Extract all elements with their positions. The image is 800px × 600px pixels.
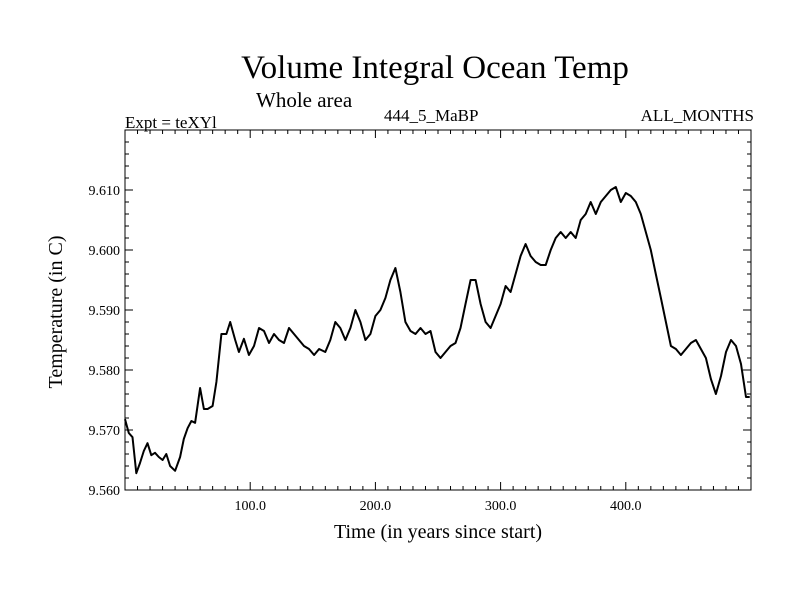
experiment-label: Expt = teXYl xyxy=(125,113,217,132)
y-tick-label: 9.610 xyxy=(89,184,121,199)
y-tick-label: 9.580 xyxy=(89,364,121,379)
x-tick-label: 200.0 xyxy=(360,499,392,514)
y-tick-label: 9.590 xyxy=(89,304,121,319)
run-label: 444_5_MaBP xyxy=(384,106,479,125)
axis-ticks xyxy=(125,130,751,490)
months-label: ALL_MONTHS xyxy=(640,106,754,125)
plot-frame xyxy=(124,129,752,491)
x-tick-label: 300.0 xyxy=(485,499,517,514)
chart-title: Volume Integral Ocean Temp xyxy=(241,50,629,86)
chart-subtitle: Whole area xyxy=(256,88,353,112)
series-line xyxy=(124,186,750,475)
y-tick-label: 9.570 xyxy=(89,424,121,439)
y-tick-label: 9.560 xyxy=(89,484,121,499)
x-axis-label: Time (in years since start) xyxy=(333,521,543,543)
tick-labels: 100.0 200.0 300.0 400.0 9.560 9.570 9.580 9.590… xyxy=(89,184,642,514)
x-tick-label: 400.0 xyxy=(610,499,642,514)
x-tick-label: 100.0 xyxy=(234,499,266,514)
y-tick-label: 9.600 xyxy=(89,244,121,259)
